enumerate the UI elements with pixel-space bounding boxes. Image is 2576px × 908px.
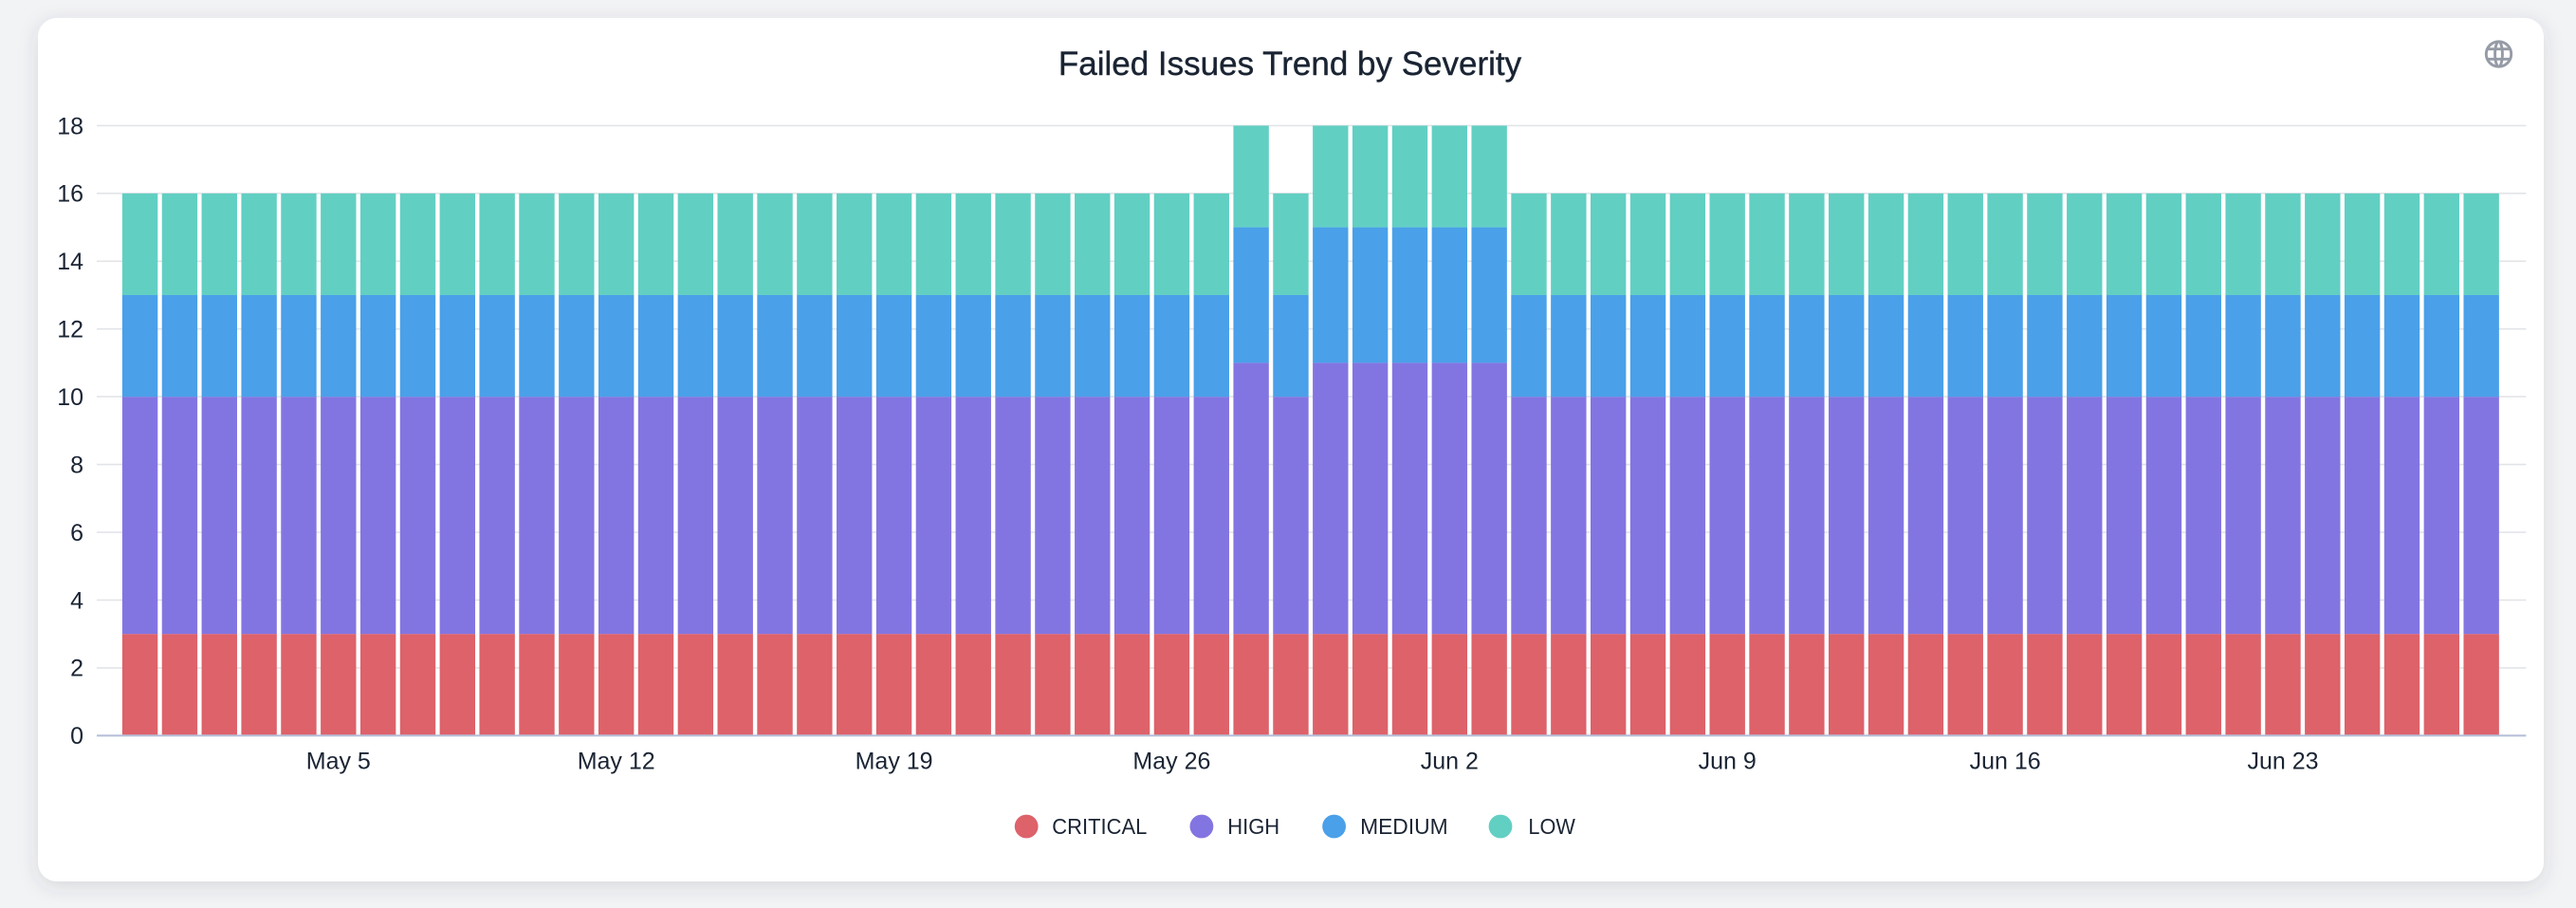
svg-text:May 5: May 5 [306,749,371,775]
svg-text:2: 2 [70,656,83,682]
svg-text:6: 6 [70,520,83,547]
svg-text:CRITICAL: CRITICAL [1052,814,1147,839]
svg-text:LOW: LOW [1528,814,1575,839]
svg-text:Jun 9: Jun 9 [1699,749,1757,775]
svg-text:14: 14 [57,249,83,275]
svg-text:10: 10 [57,384,83,411]
svg-text:May 26: May 26 [1132,749,1210,775]
svg-text:0: 0 [70,723,83,750]
svg-text:4: 4 [70,587,83,614]
svg-text:8: 8 [70,452,83,478]
svg-text:18: 18 [57,113,83,139]
svg-text:Failed Issues Trend by Severit: Failed Issues Trend by Severity [1058,46,1522,83]
svg-text:Jun 23: Jun 23 [2247,749,2318,775]
svg-text:Jun 2: Jun 2 [1421,749,1479,775]
svg-text:12: 12 [57,317,83,343]
svg-text:HIGH: HIGH [1227,814,1279,839]
svg-text:May 19: May 19 [856,749,933,775]
svg-text:May 12: May 12 [578,749,655,775]
svg-text:16: 16 [57,181,83,208]
svg-text:MEDIUM: MEDIUM [1360,814,1448,839]
svg-text:Jun 16: Jun 16 [1970,749,2041,775]
